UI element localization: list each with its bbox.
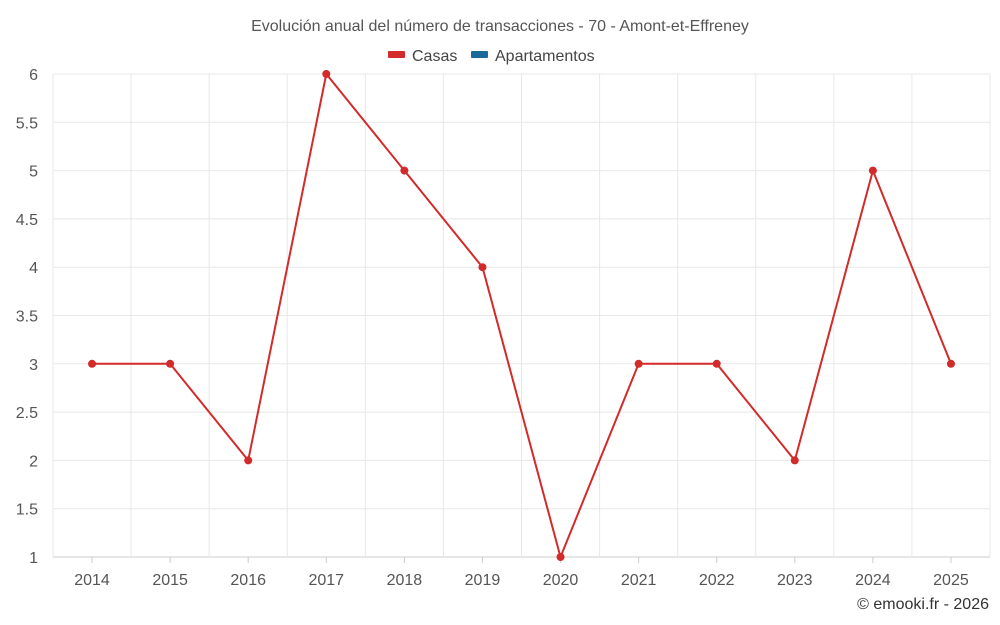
data-point-casas[interactable] xyxy=(556,553,565,561)
credit-text: © emooki.fr - 2026 xyxy=(857,596,989,613)
x-tick-label: 2020 xyxy=(543,572,579,589)
grid xyxy=(52,73,991,558)
legend-item-casas[interactable]: Casas xyxy=(388,48,457,65)
legend-item-apartamentos[interactable]: Apartamentos xyxy=(471,48,595,65)
x-tick-label: 2025 xyxy=(933,572,969,589)
x-tick-label: 2021 xyxy=(621,572,657,589)
data-point-casas[interactable] xyxy=(88,359,97,368)
y-tick-label: 6 xyxy=(29,67,38,84)
series-layer xyxy=(88,70,955,561)
legend: Casas Apartamentos xyxy=(388,48,595,65)
data-point-casas[interactable] xyxy=(478,263,487,272)
y-tick-label: 4 xyxy=(29,260,38,277)
data-point-casas[interactable] xyxy=(244,456,253,465)
y-tick-label: 1.5 xyxy=(16,502,38,519)
data-point-casas[interactable] xyxy=(166,359,175,368)
x-tick-label: 2017 xyxy=(308,572,344,589)
x-tick-label: 2023 xyxy=(777,572,813,589)
legend-swatch-casas xyxy=(388,51,405,58)
y-tick-label: 2.5 xyxy=(16,405,38,422)
data-point-casas[interactable] xyxy=(634,359,643,368)
x-tick-label: 2016 xyxy=(230,572,266,589)
y-tick-label: 1 xyxy=(29,550,38,567)
chart-title: Evolución anual del número de transaccio… xyxy=(251,18,749,35)
y-axis-ticks: 1 1.5 2 2.5 3 3.5 4 4.5 5 5.5 6 xyxy=(16,67,38,567)
x-tick-label: 2024 xyxy=(855,572,891,589)
data-point-casas[interactable] xyxy=(400,166,409,175)
x-tick-label: 2018 xyxy=(387,572,423,589)
data-point-casas[interactable] xyxy=(868,166,877,175)
y-tick-label: 2 xyxy=(29,453,38,470)
legend-label-casas: Casas xyxy=(412,48,457,65)
data-point-casas[interactable] xyxy=(712,359,721,368)
data-point-casas[interactable] xyxy=(322,70,331,78)
x-tick-label: 2022 xyxy=(699,572,735,589)
x-tick-label: 2014 xyxy=(74,572,110,589)
y-tick-label: 4.5 xyxy=(16,212,38,229)
x-tick-label: 2019 xyxy=(465,572,501,589)
x-axis-ticks: 2014 2015 2016 2017 2018 2019 2020 2021 2022 2023… xyxy=(74,557,969,589)
series-line-casas xyxy=(92,73,952,558)
y-tick-label: 5.5 xyxy=(16,115,38,132)
data-point-casas[interactable] xyxy=(790,456,799,465)
legend-label-apartamentos: Apartamentos xyxy=(495,48,595,65)
x-tick-label: 2015 xyxy=(152,572,188,589)
y-tick-label: 3 xyxy=(29,357,38,374)
data-point-casas[interactable] xyxy=(946,359,955,368)
y-tick-label: 5 xyxy=(29,164,38,181)
legend-swatch-apartamentos xyxy=(471,51,488,58)
y-tick-label: 3.5 xyxy=(16,309,38,326)
